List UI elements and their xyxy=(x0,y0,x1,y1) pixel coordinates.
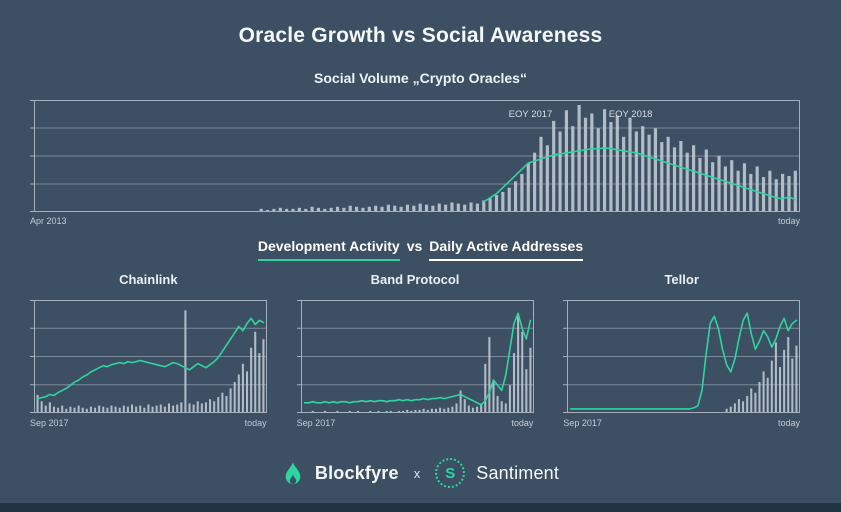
x-axis-start-label: Sep 2017 xyxy=(296,418,336,428)
band-protocol-x-axis: Sep 2017 today xyxy=(297,418,534,428)
social-volume-chart: EOY 2017 EOY 2018 xyxy=(30,100,800,212)
tellor-title: Tellor xyxy=(664,272,699,287)
x-axis-end-label: today xyxy=(777,418,801,428)
legend-daily-active-addresses: Daily Active Addresses xyxy=(429,238,584,261)
footer-brands: Blockfyre x S Santiment xyxy=(0,458,841,488)
tellor-x-axis: Sep 2017 today xyxy=(563,418,800,428)
social-volume-chart-canvas xyxy=(30,100,800,212)
chainlink-x-axis: Sep 2017 today xyxy=(30,418,267,428)
tellor-card: Tellor Sep 2017 today xyxy=(563,272,801,428)
legend-vs: vs xyxy=(406,238,423,254)
x-axis-end-label: today xyxy=(511,418,534,428)
band-protocol-title: Band Protocol xyxy=(370,272,460,287)
x-axis-start-label: Sep 2017 xyxy=(30,418,69,428)
annotation-eoy-2017: EOY 2017 xyxy=(508,109,553,120)
annotation-eoy-2018: EOY 2018 xyxy=(608,109,653,120)
section-heading: Development Activity vs Daily Active Addre… xyxy=(0,238,841,261)
chainlink-chart-canvas xyxy=(30,300,267,413)
band-protocol-card: Band Protocol Sep 2017 today xyxy=(296,272,534,428)
bottom-accent-strip xyxy=(0,503,841,512)
social-volume-x-axis: Apr 2013 today xyxy=(30,216,800,226)
blockfyre-wordmark: Blockfyre xyxy=(314,462,399,483)
band-protocol-chart xyxy=(296,300,534,413)
chainlink-card: Chainlink Sep 2017 today xyxy=(30,272,267,428)
x-axis-end-label: today xyxy=(244,418,267,428)
x-axis-start-label: Apr 2013 xyxy=(30,216,67,226)
tellor-chart-canvas xyxy=(563,300,801,413)
chainlink-title: Chainlink xyxy=(119,272,178,287)
band-protocol-chart-canvas xyxy=(296,300,534,413)
tellor-chart xyxy=(563,300,801,413)
page-title: Oracle Growth vs Social Awareness xyxy=(238,24,603,47)
x-axis-end-label: today xyxy=(777,216,800,226)
chainlink-chart xyxy=(30,300,267,413)
santiment-logo-icon: S xyxy=(435,458,466,488)
legend-development-activity: Development Activity xyxy=(257,238,400,261)
x-axis-start-label: Sep 2017 xyxy=(563,418,602,428)
small-charts-row: Chainlink Sep 2017 today Band Protocol S… xyxy=(30,272,801,428)
social-volume-chart-wrap: EOY 2017 EOY 2018 xyxy=(30,100,800,212)
blockfyre-flame-icon xyxy=(282,458,304,488)
santiment-wordmark: Santiment xyxy=(476,462,560,483)
social-volume-chart-title: Social Volume „Crypto Oracles“ xyxy=(314,70,527,86)
footer-separator: x xyxy=(413,465,421,481)
